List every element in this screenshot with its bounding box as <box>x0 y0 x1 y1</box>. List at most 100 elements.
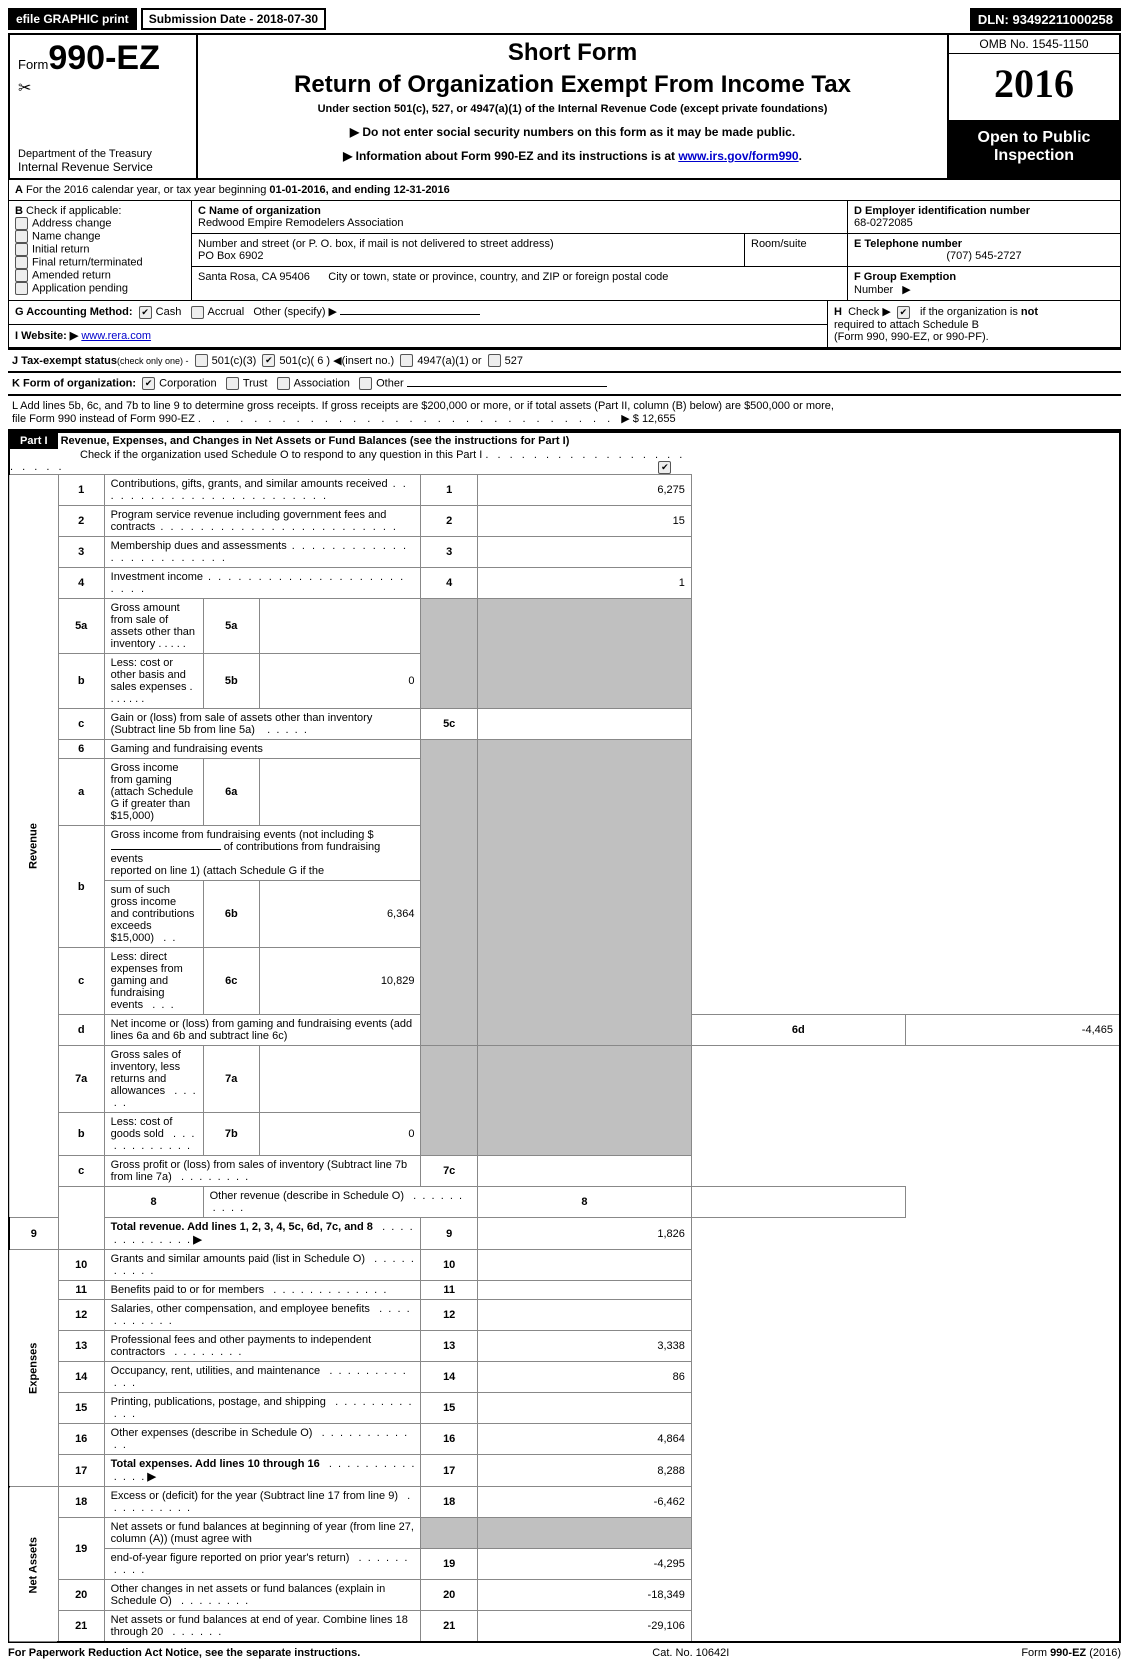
row-a: A For the 2016 calendar year, or tax yea… <box>9 180 1121 201</box>
val-4: 1 <box>477 568 691 599</box>
line-21: 21 Net assets or fund balances at end of… <box>9 1611 1120 1643</box>
line-4: 4 Investment income 4 1 <box>9 568 1120 599</box>
checkbox-address-change[interactable] <box>15 217 28 230</box>
line-8: 8 Other revenue (describe in Schedule O)… <box>9 1187 1120 1218</box>
num-20: 20 <box>58 1580 104 1611</box>
checkbox-schedule-o[interactable] <box>658 461 671 474</box>
phone-value: (707) 545-2727 <box>854 250 1114 262</box>
num-5b: b <box>58 654 104 709</box>
box-4: 4 <box>421 568 477 599</box>
checkbox-4947[interactable] <box>400 354 413 367</box>
opt-assoc: Association <box>294 378 350 390</box>
checkbox-application-pending[interactable] <box>15 282 28 295</box>
website-link[interactable]: www.rera.com <box>81 330 151 342</box>
form-header: Form990-EZ ✂ Department of the Treasury … <box>8 33 1121 180</box>
revenue-side-label: Revenue <box>9 475 58 1218</box>
checkbox-cash[interactable] <box>139 306 152 319</box>
shaded-7ab <box>421 1046 477 1156</box>
line-19-2: end-of-year figure reported on prior yea… <box>9 1549 1120 1580</box>
text-7a: Gross sales of inventory, less returns a… <box>111 1049 181 1097</box>
checkbox-amended-return[interactable] <box>15 269 28 282</box>
box-10: 10 <box>421 1250 477 1281</box>
text-11: Benefits paid to or for members <box>111 1284 264 1296</box>
text-19-2: end-of-year figure reported on prior yea… <box>111 1552 350 1564</box>
box-2: 2 <box>421 506 477 537</box>
other-org-line <box>407 386 607 387</box>
num-5a: 5a <box>58 599 104 654</box>
checkbox-501c3[interactable] <box>195 354 208 367</box>
ival-6a <box>260 759 421 826</box>
checkbox-corp[interactable] <box>142 377 155 390</box>
num-1: 1 <box>58 475 104 506</box>
text-6b-4: sum of such gross income and contributio… <box>111 884 195 944</box>
opt-final-return: Final return/terminated <box>32 256 143 268</box>
checkbox-501c[interactable] <box>262 354 275 367</box>
shaded-19-val <box>477 1518 691 1549</box>
checkbox-name-change[interactable] <box>15 230 28 243</box>
line-17: 17 Total expenses. Add lines 10 through … <box>9 1455 1120 1487</box>
num-2: 2 <box>58 506 104 537</box>
num-6b: b <box>58 826 104 948</box>
val-6d: -4,465 <box>905 1015 1120 1046</box>
tax-year: 2016 <box>949 54 1119 113</box>
opt-4947: 4947(a)(1) or <box>417 355 481 367</box>
box-6d: 6d <box>691 1015 905 1046</box>
shaded-5ab <box>421 599 477 709</box>
inum-7b: 7b <box>203 1113 259 1156</box>
val-11 <box>477 1281 691 1300</box>
cell-c-name: C Name of organization Redwood Empire Re… <box>192 201 848 234</box>
footer-left: For Paperwork Reduction Act Notice, see … <box>8 1647 360 1659</box>
opt-application-pending: Application pending <box>32 282 128 294</box>
row-j: J Tax-exempt status(check only one) - 50… <box>8 348 1121 372</box>
checkbox-final-return[interactable] <box>15 256 28 269</box>
line-12: 12 Salaries, other compensation, and emp… <box>9 1300 1120 1331</box>
num-19: 19 <box>58 1518 104 1580</box>
checkbox-accrual[interactable] <box>191 306 204 319</box>
ival-7b: 0 <box>260 1113 421 1156</box>
val-15 <box>477 1393 691 1424</box>
line-9: 9 Total revenue. Add lines 1, 2, 3, 4, 5… <box>9 1218 1120 1250</box>
shaded-19 <box>421 1518 477 1549</box>
checkbox-527[interactable] <box>488 354 501 367</box>
opt-accrual: Accrual <box>208 306 245 318</box>
checkbox-h[interactable] <box>897 306 910 319</box>
checkbox-trust[interactable] <box>226 377 239 390</box>
cell-g: G Accounting Method: Cash Accrual Other … <box>9 301 828 324</box>
irs-link[interactable]: www.irs.gov/form990 <box>678 149 798 163</box>
num-7b: b <box>58 1113 104 1156</box>
cell-h: H Check ▶ if the organization is not req… <box>828 301 1121 347</box>
text-6b: Gross income from fundraising events (no… <box>111 829 374 841</box>
instruction-2-post: . <box>799 149 802 163</box>
box-16: 16 <box>421 1424 477 1455</box>
opt-initial-return: Initial return <box>32 243 89 255</box>
inum-6a: 6a <box>203 759 259 826</box>
num-15: 15 <box>58 1393 104 1424</box>
checkbox-other-org[interactable] <box>359 377 372 390</box>
opt-trust: Trust <box>243 378 268 390</box>
a-end-date: 12-31-2016 <box>394 184 450 196</box>
label-e: E Telephone number <box>854 238 962 250</box>
text-18: Excess or (deficit) for the year (Subtra… <box>111 1490 398 1502</box>
right-column: OMB No. 1545-1150 2016 <box>948 34 1120 121</box>
arrow-17: ▶ <box>147 1471 155 1483</box>
instruction-1: ▶ Do not enter social security numbers o… <box>206 125 939 139</box>
info-section: A For the 2016 calendar year, or tax yea… <box>8 180 1121 301</box>
checkbox-initial-return[interactable] <box>15 243 28 256</box>
text-1: Contributions, gifts, grants, and simila… <box>111 478 388 490</box>
num-8: 8 <box>104 1187 203 1218</box>
val-5c <box>477 709 691 740</box>
num-6c: c <box>58 948 104 1015</box>
label-a: A <box>15 184 23 196</box>
arrow-9: ▶ <box>193 1234 201 1246</box>
box-19: 19 <box>421 1549 477 1580</box>
box-3: 3 <box>421 537 477 568</box>
checkbox-assoc[interactable] <box>277 377 290 390</box>
part1-title: Revenue, Expenses, and Changes in Net As… <box>61 435 570 447</box>
ein-value: 68-0272085 <box>854 217 913 229</box>
box-9: 9 <box>421 1218 477 1250</box>
label-g: G Accounting Method: <box>15 306 133 318</box>
num-4: 4 <box>58 568 104 599</box>
text-9: Total revenue. Add lines 1, 2, 3, 4, 5c,… <box>111 1221 373 1233</box>
footer-right-pre: Form <box>1021 1647 1050 1659</box>
title-main: Return of Organization Exempt From Incom… <box>206 71 939 99</box>
